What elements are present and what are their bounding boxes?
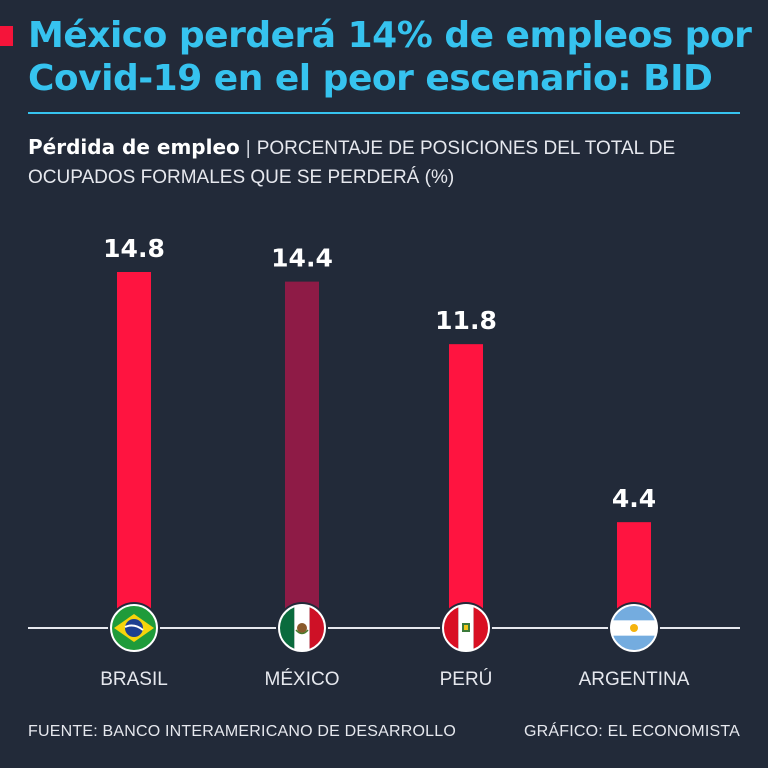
argentina-flag-icon	[608, 602, 660, 654]
page-title: México perderá 14% de empleos por Covid-…	[28, 15, 752, 99]
chart-subtitle: Pérdida de empleo | PORCENTAJE DE POSICION…	[28, 133, 728, 192]
category-label: PERÚ	[440, 668, 493, 690]
value-label: 11.8	[435, 306, 497, 335]
bar-brasil	[117, 272, 151, 628]
subtitle-bold: Pérdida de empleo	[28, 135, 240, 159]
value-label: 14.8	[103, 234, 165, 263]
category-label: BRASIL	[100, 669, 168, 690]
bar-méxico	[285, 281, 319, 628]
subtitle-separator: |	[245, 138, 251, 159]
category-label: MÉXICO	[265, 669, 340, 690]
source-note: FUENTE: BANCO INTERAMERICANO DE DESARROL…	[28, 723, 457, 740]
peru-flag-icon	[440, 602, 492, 654]
value-label: 14.4	[271, 244, 333, 273]
title-divider	[28, 112, 740, 114]
category-label: ARGENTINA	[579, 669, 690, 690]
mexico-flag-icon	[276, 602, 328, 654]
credit-note: GRÁFICO: EL ECONOMISTA	[524, 723, 740, 740]
value-label: 4.4	[612, 484, 656, 513]
subtitle-text: PORCENTAJE DE POSICIONES DEL TOTAL DE OC…	[28, 138, 676, 188]
accent-bar	[0, 26, 13, 46]
bar-perú	[449, 344, 483, 628]
brazil-flag-icon	[108, 602, 160, 654]
